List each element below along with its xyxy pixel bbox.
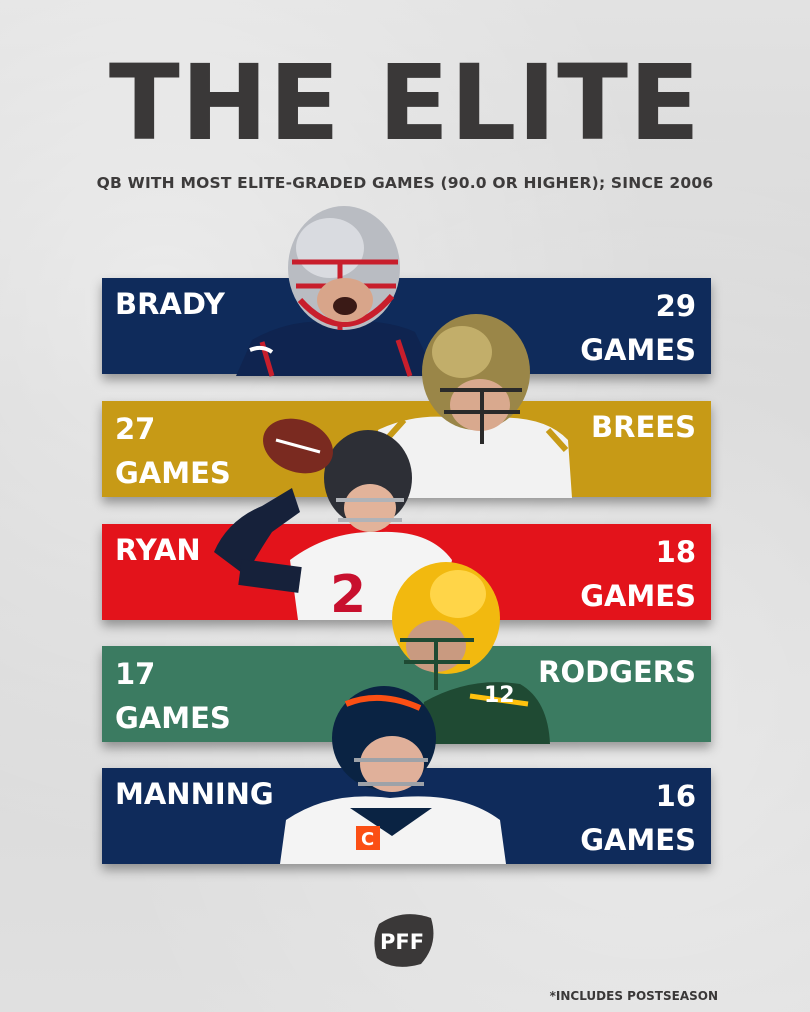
games-count: 29 GAMES — [580, 289, 696, 367]
player-name: BRADY — [115, 287, 225, 321]
svg-text:2: 2 — [330, 565, 366, 625]
silver-helmet-player-brady — [236, 206, 436, 377]
svg-text:12: 12 — [484, 683, 515, 708]
pff-logo: PFF — [374, 914, 434, 967]
page-subtitle: QB WITH MOST ELITE-GRADED GAMES (90.0 OR… — [96, 174, 714, 192]
pff-logo-text: PFF — [380, 930, 424, 954]
player-name: RODGERS — [538, 655, 696, 689]
footnote: *INCLUDES POSTSEASON — [549, 989, 718, 1003]
page-title: THE ELITE — [108, 42, 702, 164]
games-count: 17 GAMES — [115, 657, 231, 735]
games-count: 16 GAMES — [580, 779, 696, 857]
games-count: 18 GAMES — [580, 535, 696, 613]
player-name: MANNING — [115, 777, 274, 811]
svg-text:C: C — [361, 829, 374, 850]
black-helmet-player-ryan: 2 — [214, 418, 452, 625]
navy-helmet-player-manning: C — [280, 686, 506, 864]
yellow-helmet-player-rodgers: 12 — [392, 562, 550, 744]
gold-helmet-player-brees — [378, 314, 572, 498]
player-name: RYAN — [115, 533, 201, 567]
player-name: BREES — [591, 410, 696, 444]
games-count: 27 GAMES — [115, 412, 231, 490]
